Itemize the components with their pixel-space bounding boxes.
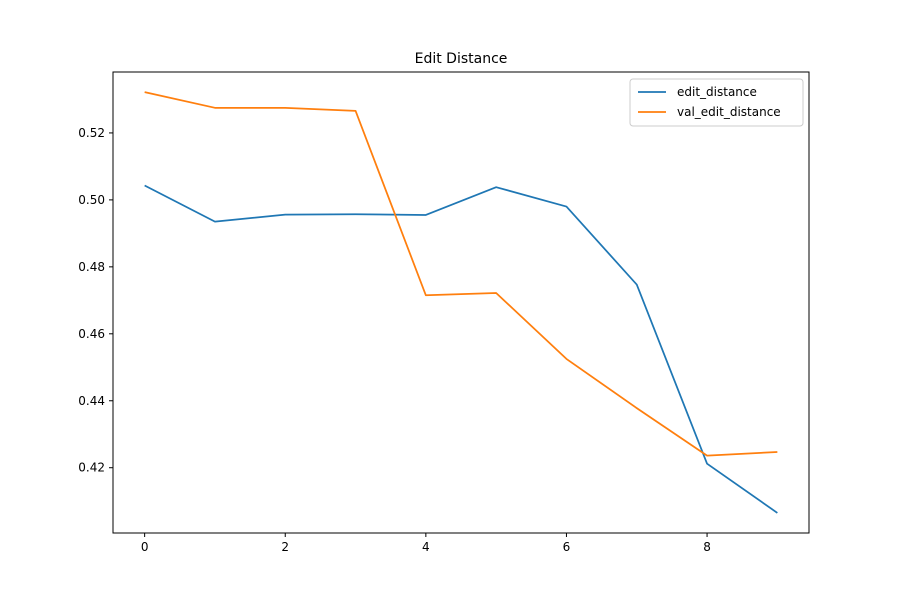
series-line-val-edit-distance <box>144 91 778 457</box>
x-tick-label: 2 <box>281 540 289 554</box>
legend-box <box>629 78 804 127</box>
y-tick-label: 0.50 <box>78 193 105 207</box>
y-tick-label: 0.44 <box>78 394 105 408</box>
y-tick-label: 0.52 <box>78 126 105 140</box>
series-layer <box>144 91 778 514</box>
legend-label-val-edit-distance: val_edit_distance <box>677 105 781 119</box>
x-tick-label: 4 <box>422 540 430 554</box>
y-axis: 0.42 0.44 0.46 0.48 0.50 0.52 <box>78 126 113 475</box>
plot-frame <box>112 71 810 534</box>
x-axis: 0 2 4 6 8 <box>141 533 711 554</box>
y-tick-label: 0.46 <box>78 327 105 341</box>
x-tick-label: 8 <box>703 540 711 554</box>
chart-title: Edit Distance <box>415 51 508 67</box>
y-tick-label: 0.48 <box>78 260 105 274</box>
legend: edit_distance val_edit_distance <box>629 78 804 127</box>
x-tick-label: 6 <box>563 540 571 554</box>
y-tick-label: 0.42 <box>78 461 105 475</box>
legend-label-edit-distance: edit_distance <box>677 85 757 99</box>
series-line-edit-distance <box>144 184 778 514</box>
x-tick-label: 0 <box>141 540 149 554</box>
